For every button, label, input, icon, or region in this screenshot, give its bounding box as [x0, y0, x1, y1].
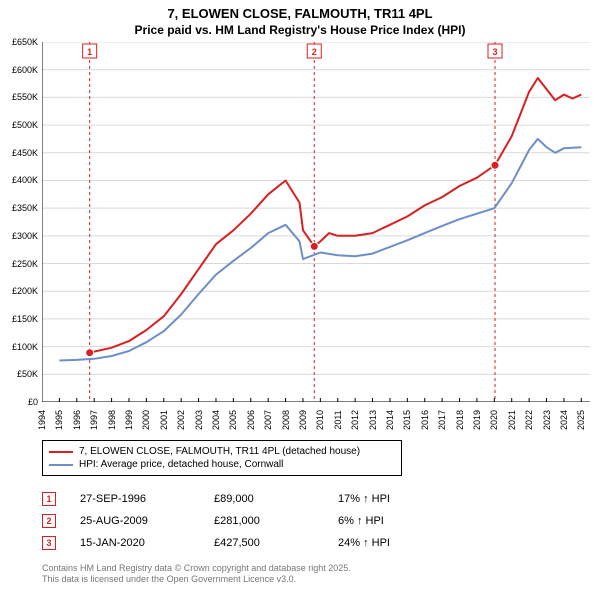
transaction-row: 3 15-JAN-2020 £427,500 24% ↑ HPI	[42, 532, 582, 554]
x-tick-label: 2018	[455, 410, 465, 430]
svg-text:3: 3	[493, 47, 498, 57]
chart-title-address: 7, ELOWEN CLOSE, FALMOUTH, TR11 4PL	[0, 6, 600, 21]
x-tick-label: 2005	[228, 410, 238, 430]
x-tick-label: 2024	[559, 410, 569, 430]
x-tick-label: 2013	[368, 410, 378, 430]
x-tick-label: 2010	[315, 410, 325, 430]
transaction-list: 1 27-SEP-1996 £89,000 17% ↑ HPI 2 25-AUG-2009…	[42, 488, 582, 554]
svg-text:2: 2	[312, 47, 317, 57]
x-tick-label: 2025	[576, 410, 586, 430]
legend-label: HPI: Average price, detached house, Corn…	[79, 459, 283, 470]
footer-line2: This data is licensed under the Open Gov…	[42, 574, 351, 586]
chart-title-subtitle: Price paid vs. HM Land Registry's House …	[0, 23, 600, 37]
y-tick-label: £450K	[12, 148, 38, 158]
x-tick-label: 2023	[542, 410, 552, 430]
y-axis-labels: £0£50K£100K£150K£200K£250K£300K£350K£400…	[0, 42, 42, 402]
transaction-marker: 1	[42, 492, 56, 506]
transaction-row: 1 27-SEP-1996 £89,000 17% ↑ HPI	[42, 488, 582, 510]
legend-swatch	[49, 464, 73, 466]
x-tick-label: 2019	[472, 410, 482, 430]
y-tick-label: £550K	[12, 92, 38, 102]
x-tick-label: 2004	[211, 410, 221, 430]
y-tick-label: £650K	[12, 37, 38, 47]
y-tick-label: £0	[28, 397, 38, 407]
x-tick-label: 1996	[72, 410, 82, 430]
x-tick-label: 1997	[89, 410, 99, 430]
transaction-pct: 6% ↑ HPI	[338, 515, 438, 527]
x-tick-label: 2002	[176, 410, 186, 430]
y-tick-label: £100K	[12, 342, 38, 352]
footer-attribution: Contains HM Land Registry data © Crown c…	[42, 563, 351, 586]
transaction-row: 2 25-AUG-2009 £281,000 6% ↑ HPI	[42, 510, 582, 532]
svg-text:1: 1	[87, 47, 92, 57]
x-tick-label: 2006	[246, 410, 256, 430]
x-tick-label: 2012	[350, 410, 360, 430]
transaction-price: £427,500	[214, 537, 314, 549]
transaction-date: 25-AUG-2009	[80, 515, 190, 527]
title-block: 7, ELOWEN CLOSE, FALMOUTH, TR11 4PL Pric…	[0, 0, 600, 37]
x-tick-label: 2000	[141, 410, 151, 430]
transaction-date: 27-SEP-1996	[80, 493, 190, 505]
transaction-marker: 3	[42, 536, 56, 550]
x-tick-label: 2008	[281, 410, 291, 430]
transaction-marker: 2	[42, 514, 56, 528]
transaction-price: £89,000	[214, 493, 314, 505]
legend-item: HPI: Average price, detached house, Corn…	[49, 458, 395, 471]
x-tick-label: 2014	[385, 410, 395, 430]
transaction-pct: 17% ↑ HPI	[338, 493, 438, 505]
legend-swatch	[49, 451, 73, 453]
chart-plot-area: 1 2 3	[42, 42, 590, 402]
transaction-price: £281,000	[214, 515, 314, 527]
x-tick-label: 2016	[420, 410, 430, 430]
x-tick-label: 2020	[489, 410, 499, 430]
chart-svg: 1 2 3	[42, 42, 590, 402]
x-tick-label: 2021	[507, 410, 517, 430]
footer-line1: Contains HM Land Registry data © Crown c…	[42, 563, 351, 575]
x-tick-label: 1995	[54, 410, 64, 430]
x-tick-label: 2003	[194, 410, 204, 430]
x-tick-label: 2017	[437, 410, 447, 430]
legend-label: 7, ELOWEN CLOSE, FALMOUTH, TR11 4PL (det…	[79, 446, 360, 457]
transaction-pct: 24% ↑ HPI	[338, 537, 438, 549]
y-tick-label: £200K	[12, 286, 38, 296]
legend-box: 7, ELOWEN CLOSE, FALMOUTH, TR11 4PL (det…	[42, 440, 402, 476]
y-tick-label: £400K	[12, 175, 38, 185]
y-tick-label: £250K	[12, 259, 38, 269]
x-axis-labels: 1994199519961997199819992000200120022003…	[42, 402, 590, 442]
transaction-date: 15-JAN-2020	[80, 537, 190, 549]
y-tick-label: £600K	[12, 65, 38, 75]
x-tick-label: 2015	[402, 410, 412, 430]
x-tick-label: 1998	[107, 410, 117, 430]
x-tick-label: 2011	[333, 410, 343, 429]
y-tick-label: £150K	[12, 314, 38, 324]
y-tick-label: £300K	[12, 231, 38, 241]
y-tick-label: £500K	[12, 120, 38, 130]
x-tick-label: 2007	[263, 410, 273, 430]
x-tick-label: 2009	[298, 410, 308, 430]
x-tick-label: 2001	[159, 410, 169, 430]
y-tick-label: £350K	[12, 203, 38, 213]
y-tick-label: £50K	[17, 369, 38, 379]
x-tick-label: 2022	[524, 410, 534, 430]
x-tick-label: 1994	[37, 410, 47, 430]
chart-container: 7, ELOWEN CLOSE, FALMOUTH, TR11 4PL Pric…	[0, 0, 600, 590]
legend-item: 7, ELOWEN CLOSE, FALMOUTH, TR11 4PL (det…	[49, 445, 395, 458]
x-tick-label: 1999	[124, 410, 134, 430]
